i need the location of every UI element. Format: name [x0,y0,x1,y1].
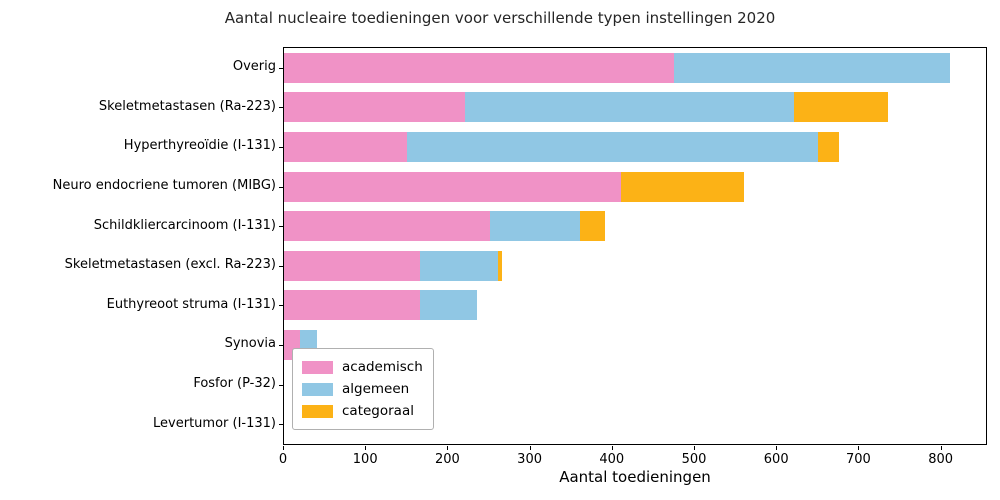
y-tick-label: Schildkliercarcinoom (I-131) [93,217,276,233]
y-tick [279,305,283,307]
bar-segment-categoraal [497,250,502,281]
x-tick [940,446,942,450]
bar-segment-algemeen [419,290,478,321]
y-tick-label: Synovia [224,336,276,352]
x-tick [858,446,860,450]
bar-2 [284,92,889,123]
y-tick [279,265,283,267]
y-tick [279,67,283,69]
bar-7 [284,290,478,321]
y-tick-label: Fosfor (P-32) [193,376,276,392]
y-tick [279,345,283,346]
y-tick [279,186,283,188]
bar-1 [284,52,950,83]
x-tick-label: 400 [599,452,625,467]
x-tick [611,446,613,450]
y-tick [279,107,283,109]
x-tick-label: 700 [845,452,871,467]
bar-6 [284,250,502,281]
x-tick [447,446,449,450]
plot-area: academisch algemeen categoraal [279,47,987,445]
bar-segment-algemeen [489,211,580,242]
y-tick [279,424,283,426]
bar-segment-academisch [284,290,420,321]
x-tick-label: 100 [352,452,378,467]
x-tick-label: 200 [434,452,460,467]
bar-5 [284,211,605,242]
y-tick-label: Neuro endocriene tumoren (MIBG) [52,178,276,194]
legend-row-categoraal: categoraal [302,400,423,422]
legend-row-algemeen: algemeen [302,378,423,400]
y-tick-label: Overig [232,59,276,75]
x-tick-label: 600 [763,452,789,467]
bar-segment-algemeen [407,132,819,162]
y-tick [279,384,283,386]
x-tick [365,446,367,450]
x-tick-label: 0 [278,452,288,467]
x-tick-label: 800 [928,452,954,467]
x-tick-label: 500 [681,452,707,467]
bar-segment-categoraal [793,92,889,123]
legend-swatch-academisch [302,360,333,374]
y-tick [279,226,283,228]
x-tick-label: 300 [517,452,543,467]
bar-segment-algemeen [464,92,794,123]
chart-title: Aantal nucleaire toedieningen voor versc… [224,9,776,27]
bar-4 [284,171,745,202]
y-tick [279,147,283,148]
y-tick-label: Skeletmetastasen (Ra-223) [98,98,276,114]
legend-swatch-algemeen [302,382,333,396]
x-tick [776,446,778,450]
x-tick [529,446,531,450]
y-tick-label: Hyperthyreoïdie (I-131) [123,138,276,154]
y-tick-label: Levertumor (I-131) [153,415,276,431]
y-tick-label: Skeletmetastasen (excl. Ra-223) [64,257,276,273]
bar-segment-academisch [284,250,420,281]
legend-label-algemeen: algemeen [342,381,410,397]
bar-segment-academisch [284,171,622,202]
bar-segment-academisch [284,92,465,123]
bar-segment-academisch [284,132,408,162]
legend-row-academisch: academisch [302,356,423,378]
legend-label-academisch: academisch [342,359,423,375]
y-axis-labels: Overig Skeletmetastasen (Ra-223) Hyperthyr… [0,47,276,445]
bar-segment-academisch [284,211,490,242]
x-tick [283,446,284,450]
legend-label-categoraal: categoraal [342,403,414,419]
x-axis-label: Aantal toedieningen [559,468,711,486]
x-tick [694,446,695,450]
bar-segment-categoraal [579,211,605,242]
bar-segment-algemeen [419,250,498,281]
bar-segment-categoraal [818,132,839,162]
bar-3 [284,132,839,162]
bar-segment-academisch [284,52,675,83]
bar-segment-algemeen [674,52,950,83]
bar-segment-categoraal [621,171,745,202]
y-tick-label: Euthyreoot struma (I-131) [106,296,276,312]
legend: academisch algemeen categoraal [292,348,434,430]
legend-swatch-categoraal [302,404,333,418]
